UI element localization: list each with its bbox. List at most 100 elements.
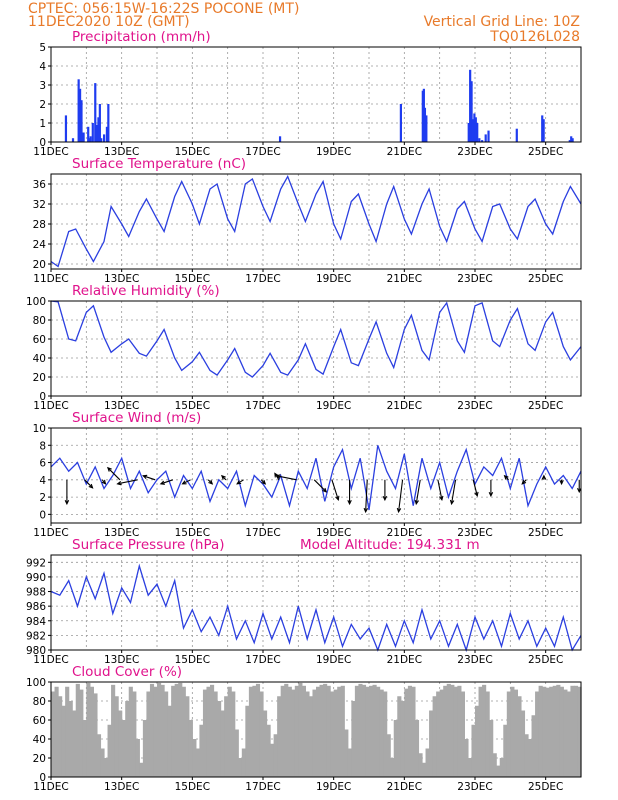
cloud-bar <box>333 689 338 777</box>
panels-group: Precipitation (mm/h) 0 1 2 3 4 5 11DEC 13DEC 15DE… <box>26 29 582 793</box>
wind-vector-head <box>107 466 112 472</box>
wind-vector <box>398 479 404 512</box>
wind-vector-head <box>576 487 582 494</box>
precip-bar <box>82 132 85 142</box>
wind-vector-head <box>449 499 455 506</box>
cloud-bar <box>132 691 137 777</box>
cloud-bar <box>340 685 345 777</box>
y-tick-label: 4 <box>39 61 46 73</box>
x-tick-label: 19DEC <box>316 400 351 412</box>
cloud-bar <box>436 691 441 777</box>
wind-vector-head <box>159 480 165 485</box>
y-tick-label: 32 <box>33 199 46 211</box>
cloud-bar <box>79 689 84 777</box>
cloud-bar <box>457 685 462 777</box>
precip-bar <box>71 138 75 142</box>
cloud-bar <box>425 748 430 777</box>
x-tick-label: 11DEC <box>33 273 68 285</box>
wind-vector <box>451 479 457 504</box>
wind-vector-head <box>347 499 352 506</box>
y-tick-label: 988 <box>26 587 46 599</box>
cloud-bar <box>146 691 151 777</box>
cloud-bar <box>450 684 455 777</box>
cloud-bar <box>104 758 109 777</box>
cloud-bar <box>125 701 130 777</box>
cloud-bar <box>153 686 158 777</box>
y-tick-label: 984 <box>26 616 46 628</box>
cloud-bar <box>185 696 190 777</box>
y-tick-label: 40 <box>33 353 46 365</box>
precip-bar <box>487 130 490 142</box>
cloud-bar <box>312 689 317 777</box>
precip-bar <box>100 138 103 142</box>
wind-vector <box>415 479 421 504</box>
wind-vector-head <box>439 495 444 502</box>
cloud-bar <box>273 734 278 777</box>
wind-vector <box>84 479 93 489</box>
y-tick-label: 4 <box>39 475 46 487</box>
cloud-bar <box>422 762 427 777</box>
x-tick-label: 11DEC <box>33 400 68 412</box>
cloud-bar <box>252 685 257 777</box>
precip-bar <box>484 134 487 142</box>
cloud-bar <box>365 686 370 777</box>
cloud-bar <box>528 739 533 777</box>
x-tick-label: 11DEC <box>33 781 68 793</box>
precip-bar <box>78 88 82 142</box>
cloud-bar <box>549 686 554 777</box>
y-tick-label: 992 <box>26 557 46 569</box>
cloud-bar <box>520 710 526 777</box>
cloud-bar <box>220 710 225 777</box>
cloud-bar <box>475 705 480 777</box>
cloud-bar <box>291 689 296 777</box>
y-tick-label: 8 <box>39 440 46 452</box>
precip-bar <box>105 126 109 142</box>
wind-vector <box>143 475 156 481</box>
cloud-bar <box>577 686 582 777</box>
cloud-bar <box>266 724 271 777</box>
x-tick-label: 21DEC <box>387 400 422 412</box>
x-tick-label: 19DEC <box>316 146 351 158</box>
x-tick-label: 17DEC <box>245 654 280 666</box>
x-tick-label: 13DEC <box>104 400 139 412</box>
cloud-bar <box>210 684 215 777</box>
panel-frame <box>50 46 582 143</box>
precip-bar <box>107 104 110 142</box>
cloud-bar <box>453 686 458 777</box>
cloud-bar <box>121 720 126 777</box>
cloud-bar <box>58 696 63 777</box>
cloud-bar <box>280 685 285 777</box>
cloud-bar <box>499 758 504 777</box>
panel-title: Relative Humidity (%) <box>72 283 220 299</box>
y-tick-label: 60 <box>33 334 46 346</box>
panel-title: Surface Wind (m/s) <box>72 410 201 426</box>
x-tick-label: 13DEC <box>104 527 139 539</box>
cloud-bar <box>496 765 501 777</box>
panel-1: Surface Temperature (nC) 20 24 28 32 36 11DEC 1… <box>33 156 582 285</box>
cloud-bar <box>443 685 448 777</box>
wind-vector-head <box>208 479 214 485</box>
x-tick-label: 25DEC <box>528 654 563 666</box>
cloud-bar <box>513 689 518 777</box>
cloud-bar <box>160 684 165 777</box>
x-tick-label: 11DEC <box>33 146 68 158</box>
x-tick-label: 21DEC <box>387 273 422 285</box>
cloud-bar <box>379 689 384 777</box>
wind-vector <box>365 479 368 512</box>
x-tick-label: 23DEC <box>457 273 492 285</box>
cloud-bar <box>503 724 508 777</box>
cloud-bar <box>82 720 87 777</box>
cloud-bar <box>418 753 423 777</box>
cloud-bar <box>386 734 391 777</box>
panel-5: Cloud Cover (%) 0 20 40 60 80 100 11DEC 13DEC 15D… <box>26 664 582 793</box>
cloud-bar <box>316 686 321 777</box>
x-tick-label: 19DEC <box>316 527 351 539</box>
cloud-bar <box>135 739 140 777</box>
cloud-bar <box>192 739 197 777</box>
cloud-bar <box>319 684 324 777</box>
wind-vector-head <box>274 472 279 478</box>
cloud-bar <box>429 710 434 777</box>
panel-frame <box>50 173 582 270</box>
x-tick-label: 21DEC <box>387 781 422 793</box>
cloud-bar <box>354 685 359 777</box>
